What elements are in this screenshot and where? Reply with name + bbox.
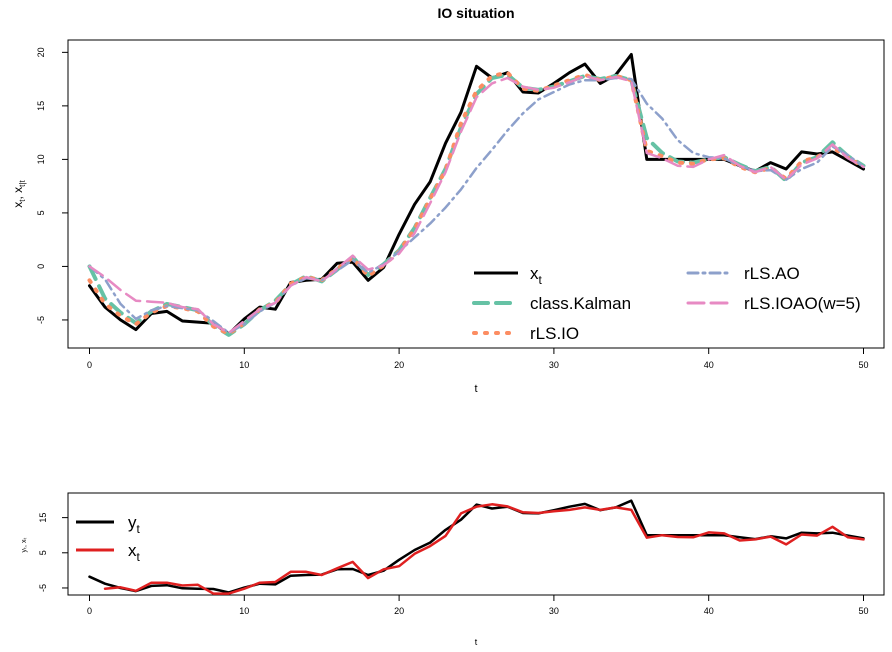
x-tick-label: 20 — [394, 606, 404, 616]
bottom-series-layer — [88, 499, 865, 595]
legend-label: rLS.IOAO(w=5) — [744, 294, 861, 313]
legend-label: rLS.AO — [744, 264, 800, 283]
series-line-0 — [88, 499, 865, 594]
x-tick-label: 0 — [87, 360, 92, 370]
bottom-y-axis-label: yₜ, xₜ — [21, 537, 28, 552]
chart-title: IO situation — [438, 5, 515, 21]
y-tick-label: -5 — [36, 316, 46, 324]
y-tick-label: 0 — [36, 264, 46, 269]
x-tick-label: 30 — [549, 606, 559, 616]
plot-area-frame — [67, 39, 885, 349]
x-tick-label: 0 — [87, 606, 92, 616]
y-axis-label-main: x — [11, 202, 25, 208]
y-axis-label-sub1: t — [18, 199, 27, 202]
x-tick-label: 40 — [704, 606, 714, 616]
x-tick-label: 10 — [239, 360, 249, 370]
bottom-x-axis: 0 10 20 30 40 50 — [87, 595, 869, 616]
bottom-x-axis-label: t — [475, 637, 478, 647]
bottom-legend: yt xt — [76, 513, 141, 564]
series-line-4 — [88, 74, 865, 335]
y-axis-label-main2: x — [11, 187, 25, 193]
y-axis: -5 0 5 10 15 20 — [36, 47, 68, 324]
x-axis: 0 10 20 30 40 50 — [87, 348, 869, 370]
y-axis-label: xt, xt|t — [11, 180, 27, 208]
y-tick-label: 20 — [36, 47, 46, 57]
y-tick-label: 5 — [36, 210, 46, 215]
x-axis-label: t — [474, 383, 477, 395]
bottom-plot-area-frame — [67, 492, 885, 596]
x-tick-label: 30 — [549, 360, 559, 370]
x-tick-label: 40 — [704, 360, 714, 370]
y-tick-label: 15 — [36, 101, 46, 111]
y-axis-label-sep: , — [11, 193, 25, 200]
y-axis-label-sub2: t|t — [18, 180, 27, 187]
y-tick-label: 10 — [36, 154, 46, 164]
bottom-y-axis: -5 5 15 — [38, 513, 68, 592]
x-tick-label: 50 — [858, 360, 868, 370]
y-tick-label: -5 — [38, 584, 48, 592]
x-tick-label: 10 — [239, 606, 249, 616]
legend-label: xt — [530, 264, 543, 287]
legend-label: yt — [128, 513, 141, 536]
y-tick-label: 5 — [38, 550, 48, 555]
x-tick-label: 20 — [394, 360, 404, 370]
y-tick-label: 15 — [38, 513, 48, 523]
legend-label: rLS.IO — [530, 324, 579, 343]
x-tick-label: 50 — [858, 606, 868, 616]
legend-label: class.Kalman — [530, 294, 631, 313]
series-line-1 — [103, 503, 865, 595]
legend: xt class.Kalman rLS.IO rLS.AO rLS.IOAO(w=5) — [472, 264, 861, 343]
legend-label: xt — [128, 541, 141, 564]
series-layer — [87, 53, 866, 337]
